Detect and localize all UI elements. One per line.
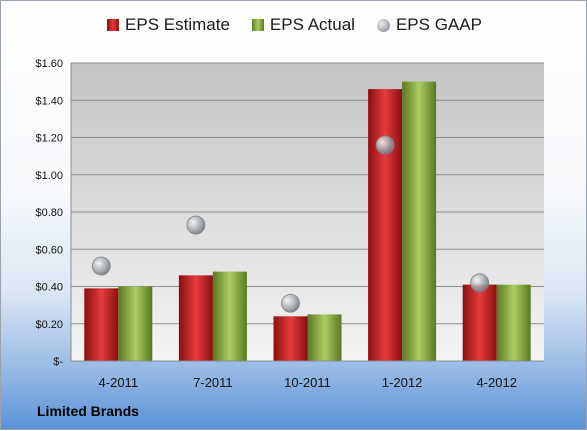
x-tick-label: 1-2012 <box>382 375 422 390</box>
legend-swatch-eps-actual <box>251 19 264 31</box>
legend-swatch-eps-estimate <box>107 19 120 31</box>
legend-item-eps-estimate: EPS Estimate <box>107 15 230 35</box>
legend-label-eps-gaap: EPS GAAP <box>395 15 482 34</box>
eps-estimate-bar <box>273 316 308 361</box>
company-name: Limited Brands <box>37 403 139 419</box>
eps-gaap-marker <box>375 135 395 155</box>
eps-gaap-marker <box>470 273 490 293</box>
y-tick-label: $0.60 <box>35 244 63 256</box>
legend-swatch-eps-gaap <box>376 18 390 32</box>
legend-label-eps-estimate: EPS Estimate <box>125 15 230 34</box>
eps-gaap-marker <box>281 293 300 313</box>
y-tick-label: $1.20 <box>35 133 63 145</box>
chart-legend: EPS Estimate EPS Actual EPS GAAP <box>1 15 587 35</box>
eps-actual-bar <box>118 286 153 361</box>
legend-label-eps-actual: EPS Actual <box>269 15 355 34</box>
y-tick-label: $0.20 <box>35 319 63 331</box>
y-axis: $- $0.20 $0.40 $0.60 $0.80 $1.00 $1.20 $1.40 $1.… <box>35 58 72 368</box>
x-tick-label: 7-2011 <box>193 375 233 390</box>
x-tick-label: 4-2011 <box>99 375 139 390</box>
bars <box>84 81 531 361</box>
eps-actual-bar <box>402 81 437 361</box>
eps-actual-bar <box>496 284 531 361</box>
eps-gaap-marker <box>186 215 206 235</box>
eps-gaap-marker <box>91 256 111 276</box>
y-tick-label: $- <box>53 356 63 368</box>
eps-estimate-bar <box>368 89 403 361</box>
eps-estimate-bar <box>84 288 119 361</box>
y-tick-label: $1.60 <box>35 58 63 70</box>
eps-actual-bar <box>212 271 247 361</box>
legend-item-eps-gaap: EPS GAAP <box>376 15 482 35</box>
eps-actual-bar <box>307 314 342 361</box>
y-tick-label: $1.00 <box>35 170 63 182</box>
x-axis: 4-2011 7-2011 10-2011 1-2012 4-2012 <box>71 360 544 390</box>
gaap-markers <box>91 135 490 313</box>
x-tick-label: 4-2012 <box>476 375 516 390</box>
legend-item-eps-actual: EPS Actual <box>251 15 355 35</box>
y-tick-label: $1.40 <box>35 95 63 107</box>
eps-estimate-bar <box>178 275 213 361</box>
y-tick-label: $0.40 <box>35 282 63 294</box>
y-tick-label: $0.80 <box>35 207 63 219</box>
eps-estimate-bar <box>462 284 497 361</box>
x-tick-label: 10-2011 <box>284 375 331 390</box>
